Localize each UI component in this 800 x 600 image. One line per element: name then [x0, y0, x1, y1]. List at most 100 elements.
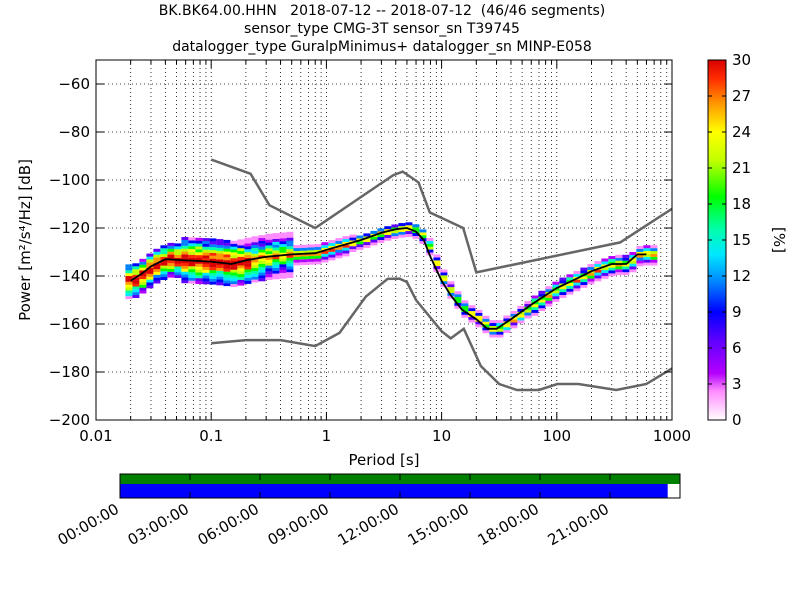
heatmap-cell	[265, 236, 273, 240]
heatmap-cell	[160, 245, 168, 249]
heatmap-cell	[258, 272, 266, 276]
heatmap-cell	[181, 251, 189, 255]
heatmap-cell	[202, 278, 210, 282]
heatmap-cell	[398, 223, 406, 227]
heatmap-cell	[489, 325, 497, 329]
heatmap-cell	[209, 241, 217, 245]
heatmap-cell	[286, 243, 294, 247]
heatmap-cell	[615, 263, 623, 267]
heatmap-cell	[335, 238, 343, 242]
heatmap-cell	[279, 261, 287, 265]
heatmap-cell	[251, 273, 259, 277]
heatmap-cell	[153, 266, 161, 270]
heatmap-cell	[629, 260, 637, 264]
heatmap-cell	[195, 237, 203, 241]
heatmap-cell	[538, 302, 546, 306]
heatmap-cell	[517, 320, 525, 324]
heatmap-cell	[636, 246, 644, 249]
heatmap-cell	[202, 275, 210, 279]
heatmap-cell	[181, 280, 189, 284]
heatmap-cell	[398, 234, 406, 238]
heatmap-cell	[188, 274, 196, 278]
heatmap-cell	[202, 269, 210, 273]
heatmap-cell	[202, 281, 210, 285]
heatmap-cell	[258, 249, 266, 253]
heatmap-cell	[601, 272, 609, 276]
heatmap-cell	[223, 265, 231, 269]
heatmap-cell	[426, 238, 434, 241]
heatmap-cell	[650, 259, 658, 263]
heatmap-cell	[608, 270, 616, 274]
heatmap-cell	[363, 244, 371, 248]
heatmap-cell	[223, 268, 231, 272]
heatmap-cell	[125, 281, 133, 285]
heatmap-cell	[230, 246, 238, 250]
heatmap-cell	[377, 239, 385, 243]
heatmap-cell	[265, 262, 273, 266]
heatmap-cell	[174, 263, 182, 267]
heatmap-cell	[496, 331, 504, 335]
heatmap-cell	[272, 253, 280, 257]
heatmap-cell	[174, 246, 182, 250]
heatmap-cell	[230, 255, 238, 259]
heatmap-cell	[300, 247, 308, 251]
heatmap-cell	[125, 293, 133, 297]
heatmap-cell	[125, 267, 133, 271]
heatmap-cell	[244, 275, 252, 279]
heatmap-cell	[188, 237, 196, 241]
heatmap-cell	[559, 286, 567, 290]
heatmap-cell	[566, 291, 574, 295]
heatmap-cell	[566, 288, 574, 292]
heatmap-cell	[237, 256, 245, 260]
heatmap-cell	[195, 255, 203, 258]
time-tick-label: 03:00:00	[125, 500, 192, 549]
heatmap-cell	[258, 252, 266, 256]
heatmap-cell	[265, 242, 273, 246]
heatmap-cell	[181, 263, 189, 266]
heatmap-cell	[132, 269, 140, 273]
heatmap-cell	[573, 282, 581, 286]
heatmap-cell	[475, 309, 483, 313]
heatmap-cell	[552, 298, 560, 302]
heatmap-cell	[167, 266, 175, 269]
x-tick-label: 0.01	[79, 427, 112, 445]
heatmap-cell	[622, 272, 630, 276]
heatmap-cell	[517, 317, 525, 321]
heatmap-cell	[181, 260, 189, 264]
heatmap-cell	[251, 236, 259, 240]
heatmap-cell	[482, 318, 490, 322]
heatmap-cell	[454, 294, 462, 298]
y-tick-label: −160	[49, 315, 90, 333]
heatmap-cell	[167, 242, 175, 246]
heatmap-cell	[636, 260, 644, 264]
heatmap-cell	[307, 244, 315, 248]
heatmap-cell	[461, 306, 469, 309]
heatmap-cell	[153, 274, 161, 278]
heatmap-cell	[559, 294, 567, 298]
colorbar-tick-label: 18	[732, 195, 751, 213]
heatmap-cell	[461, 314, 469, 318]
heatmap-cell	[286, 269, 294, 273]
heatmap-cell	[209, 249, 217, 253]
heatmap-cell	[293, 262, 301, 266]
colorbar-tick-label: 12	[732, 267, 751, 285]
heatmap-cell	[216, 239, 224, 243]
heatmap-cell	[510, 313, 518, 317]
heatmap-cell	[265, 277, 273, 280]
heatmap-cell	[468, 316, 476, 320]
heatmap-cell	[195, 263, 203, 267]
y-axis-label: Power [m²/s⁴/Hz] [dB]	[16, 159, 34, 321]
heatmap-cell	[237, 282, 245, 286]
heatmap-cell	[160, 259, 168, 263]
y-tick-label: −200	[49, 411, 90, 429]
heatmap-cell	[538, 293, 546, 297]
x-tick-label: 1	[322, 427, 332, 445]
heatmap-cell	[181, 237, 189, 240]
heatmap-cell	[489, 334, 497, 338]
heatmap-cell	[153, 271, 161, 275]
heatmap-cell	[160, 256, 168, 260]
time-tick-label: 06:00:00	[195, 500, 262, 549]
heatmap-cell	[412, 235, 420, 239]
heatmap-cell	[314, 244, 322, 248]
heatmap-cell	[461, 303, 469, 307]
